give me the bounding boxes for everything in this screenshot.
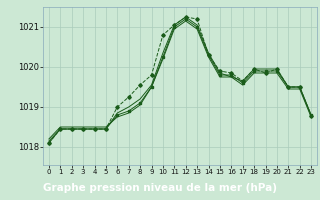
Text: Graphe pression niveau de la mer (hPa): Graphe pression niveau de la mer (hPa)	[43, 183, 277, 193]
